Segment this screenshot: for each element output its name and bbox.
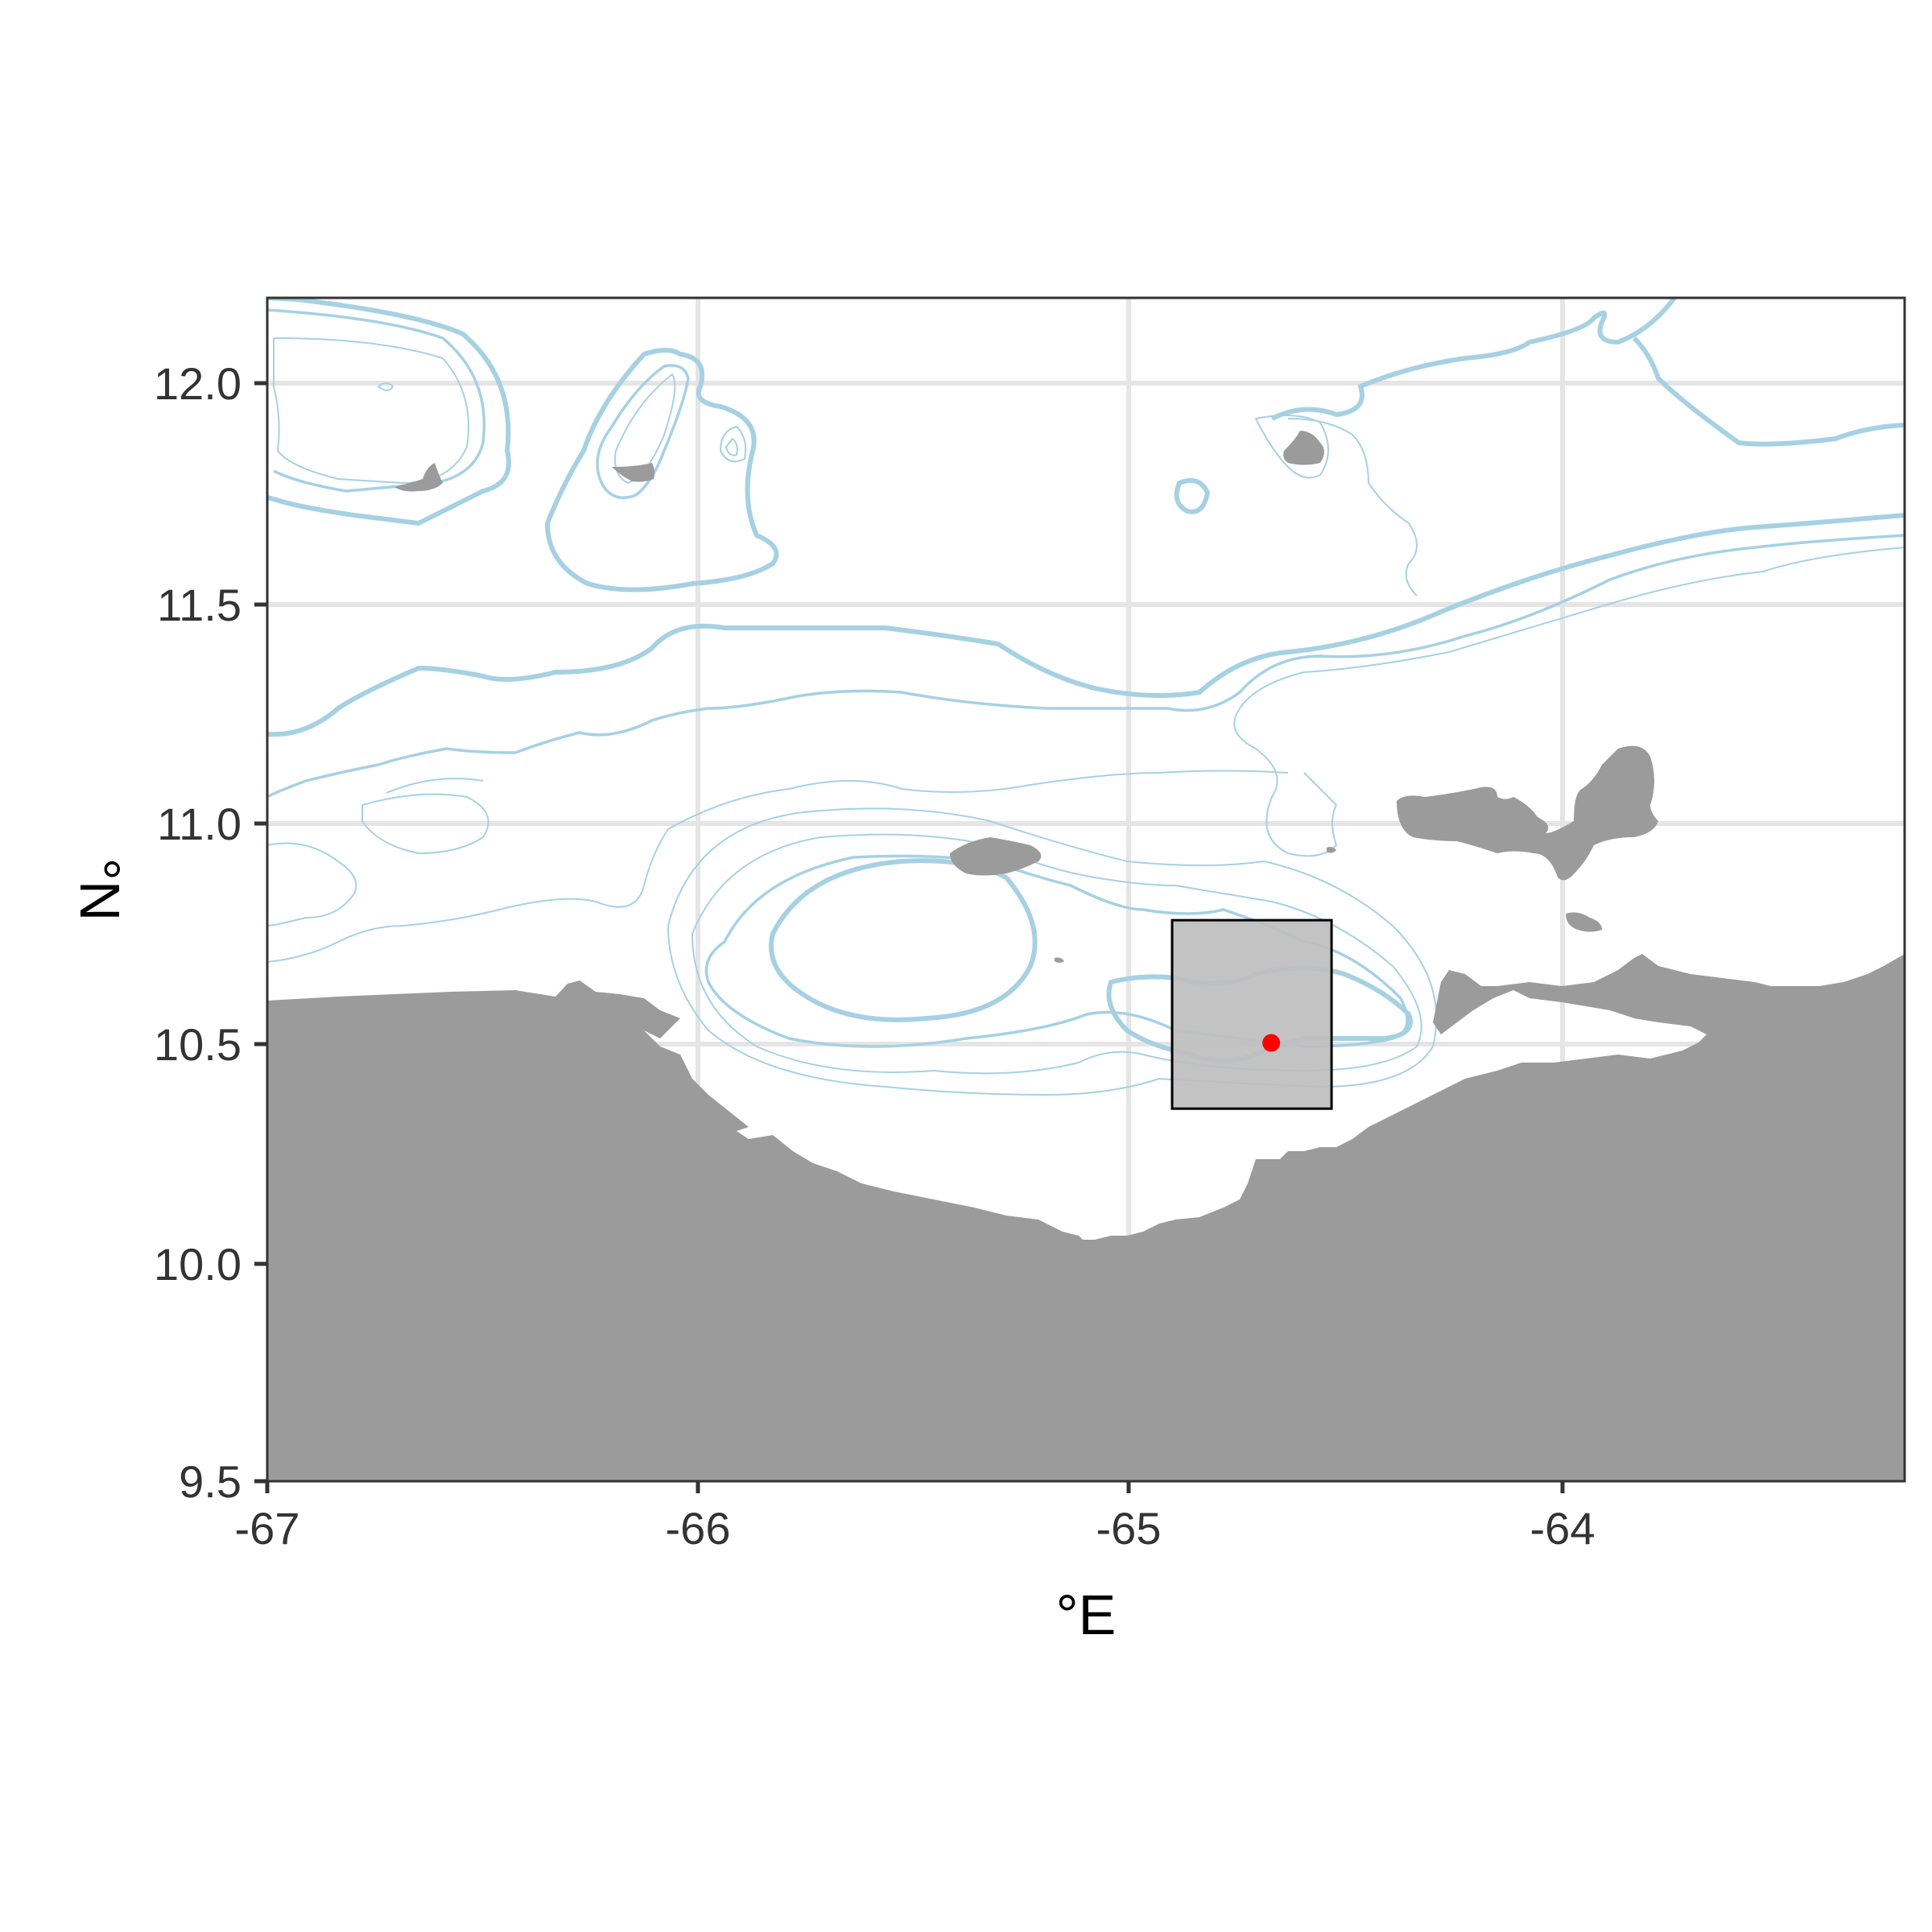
tortuga-island [950,837,1042,876]
x-tick-label: -66 [666,1503,731,1554]
x-tick-label: -64 [1530,1503,1596,1554]
contour-line [386,778,484,794]
y-tick-label: 10.0 [154,1239,242,1290]
y-tick-label: 12.0 [154,358,242,409]
bathymetry-contours [267,298,1905,1096]
contour-line [1255,415,1329,479]
contour-line [1287,418,1418,597]
y-axis: 12.0 11.5 11.0 10.5 10.0 9.5 [154,358,267,1507]
x-tick-label: -67 [235,1503,300,1554]
contour-line [267,298,511,526]
contour-line [769,858,1038,1022]
contour-line [596,364,690,500]
study-area-box [1170,919,1333,1110]
contour-line [378,382,394,391]
islet [1055,957,1064,963]
y-tick-label: 9.5 [179,1456,242,1507]
y-tick-label: 11.0 [157,799,242,849]
y-tick-label: 10.5 [154,1019,242,1070]
margarita-island [1397,745,1658,881]
y-tick-label: 11.5 [157,580,242,630]
land-masses [267,431,1905,1481]
contour-line [1632,336,1905,447]
contour-line [725,438,738,456]
contour-line [1233,547,1905,857]
x-tick-label: -65 [1096,1503,1162,1554]
contour-line [361,793,489,854]
mainland-coast [267,954,1905,1481]
island-northwest [394,463,443,492]
islet [1327,847,1336,853]
x-axis-title: °E [1056,1583,1117,1646]
island-northeast [1283,431,1324,465]
contour-line [267,513,1905,737]
contour-line [273,337,469,484]
contour-line [720,426,747,463]
contour-line [545,348,779,592]
island-north-central [612,463,655,482]
contour-line [267,770,1289,963]
plot-panel-border [266,296,1906,1483]
contour-line [1270,298,1677,421]
contour-line [1174,478,1210,514]
y-axis-title: °N [68,858,131,922]
contour-line [667,807,1438,1096]
contour-line [267,308,486,493]
coche-island [1566,912,1602,932]
contour-line [614,374,676,484]
x-axis: -67 -66 -65 -64 [235,1481,1596,1554]
site-point [1262,1034,1281,1052]
contour-line [267,842,357,927]
contour-line [267,534,1905,799]
